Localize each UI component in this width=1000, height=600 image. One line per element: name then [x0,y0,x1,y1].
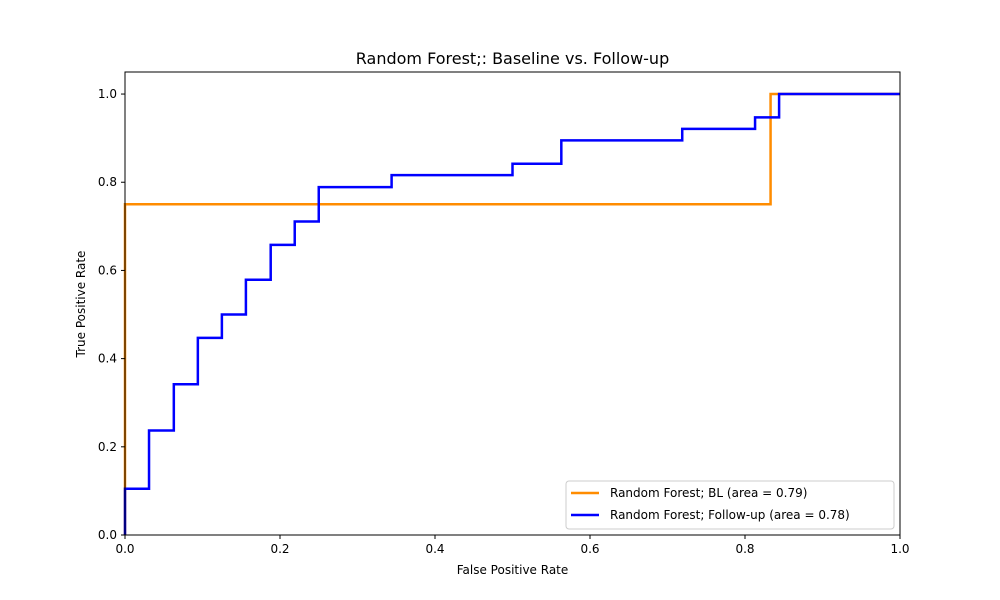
y-tick-label: 0.4 [98,352,117,366]
legend-box [565,480,895,530]
x-tick-label: 0.4 [425,542,444,556]
axes: 0.0 0.2 0.4 0.6 0.8 1.0 0.0 0.2 0.4 0.6 0.8 1.0 [98,71,910,556]
y-tick-label: 1.0 [98,87,117,101]
series-line-follow-up [123,92,900,535]
x-axis-title: False Positive Rate [457,563,569,577]
y-tick-label: 0.6 [98,263,117,277]
x-tick-label: 0.2 [270,542,289,556]
y-tick-label: 0.0 [98,528,117,542]
chart-title: Random Forest;: Baseline vs. Follow-up [356,49,669,68]
axes-frame [124,71,901,536]
y-tick-label: 0.2 [98,440,117,454]
legend-label: Random Forest; Follow-up (area = 0.78) [610,508,850,522]
legend: Random Forest; BL (area = 0.79) Random Fo… [565,480,895,530]
x-tick-label: 1.0 [890,542,909,556]
x-tick-label: 0.8 [735,542,754,556]
legend-label: Random Forest; BL (area = 0.79) [610,486,807,500]
y-tick-label: 0.8 [98,175,117,189]
x-tick-label: 0.6 [580,542,599,556]
x-tick-label: 0.0 [115,542,134,556]
y-axis-title: True Positive Rate [74,251,88,359]
